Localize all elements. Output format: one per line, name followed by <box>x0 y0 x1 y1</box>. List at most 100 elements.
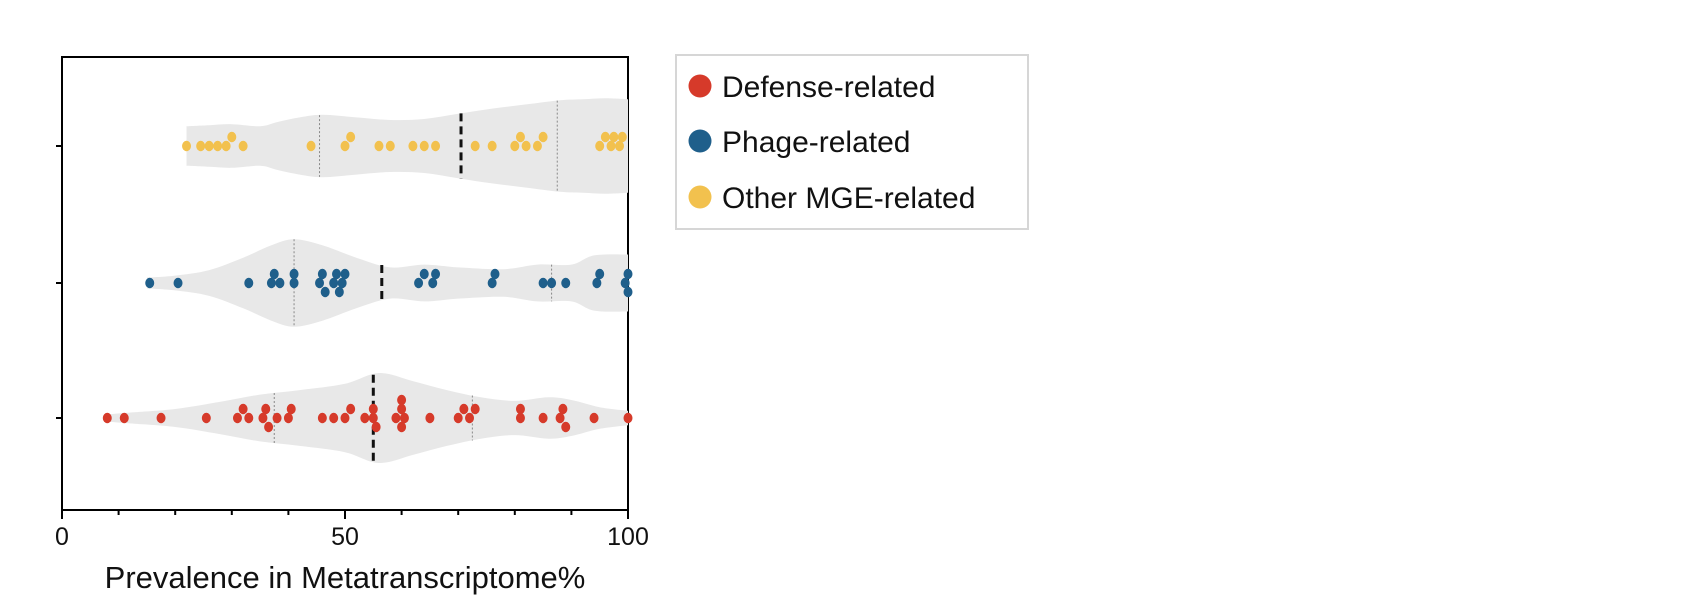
data-point <box>600 131 610 143</box>
data-point <box>470 403 480 415</box>
data-point <box>286 403 296 415</box>
legend-label: Other MGE-related <box>722 182 975 215</box>
data-point <box>414 277 424 289</box>
data-point <box>623 286 633 298</box>
data-point <box>289 277 299 289</box>
data-point <box>431 268 441 280</box>
data-point <box>368 412 378 424</box>
data-point <box>272 412 282 424</box>
data-point <box>623 268 633 280</box>
data-point <box>487 140 497 152</box>
data-point <box>538 277 548 289</box>
data-point <box>606 140 616 152</box>
data-point <box>346 403 356 415</box>
data-point <box>620 277 630 289</box>
data-point <box>419 140 429 152</box>
data-point <box>561 277 571 289</box>
data-point <box>425 412 435 424</box>
violin-0 <box>186 98 628 194</box>
legend-entries: Defense-related Phage-related Other MGE-re… <box>688 71 975 215</box>
data-point <box>204 140 214 152</box>
data-point <box>374 140 384 152</box>
data-point <box>470 140 480 152</box>
legend-marker <box>688 129 712 153</box>
data-point <box>397 421 407 433</box>
data-point <box>595 140 605 152</box>
data-point <box>617 131 627 143</box>
data-point <box>595 268 605 280</box>
data-point <box>538 412 548 424</box>
data-point <box>221 140 231 152</box>
data-point <box>264 421 274 433</box>
data-point <box>371 421 381 433</box>
legend-label: Defense-related <box>722 71 935 104</box>
data-point <box>317 268 327 280</box>
data-point <box>615 140 625 152</box>
data-point <box>397 394 407 406</box>
data-point <box>385 140 395 152</box>
data-point <box>459 403 469 415</box>
data-point <box>196 140 206 152</box>
data-point <box>561 421 571 433</box>
data-point <box>232 412 242 424</box>
x-tick-label: 100 <box>607 523 649 551</box>
x-axis-title: Prevalence in Metatranscriptome% <box>105 560 586 595</box>
legend-marker <box>688 185 712 209</box>
data-point <box>399 412 409 424</box>
data-point <box>592 277 602 289</box>
data-point <box>244 412 254 424</box>
data-point <box>332 268 342 280</box>
legend-marker <box>688 74 712 98</box>
data-point <box>119 412 129 424</box>
data-point <box>623 412 633 424</box>
legend-frame <box>675 54 1029 230</box>
data-point <box>547 277 557 289</box>
data-point <box>317 412 327 424</box>
data-point <box>510 140 520 152</box>
data-point <box>289 268 299 280</box>
data-point <box>515 131 525 143</box>
data-point <box>266 277 276 289</box>
data-point <box>238 403 248 415</box>
data-point <box>102 412 112 424</box>
data-point <box>555 412 565 424</box>
data-point <box>340 140 350 152</box>
data-point <box>337 277 347 289</box>
data-point <box>397 403 407 415</box>
data-point <box>315 277 325 289</box>
data-point <box>538 131 548 143</box>
data-point <box>589 412 599 424</box>
data-point <box>431 140 441 152</box>
data-point <box>227 131 237 143</box>
data-point <box>275 277 285 289</box>
data-point <box>391 412 401 424</box>
data-point <box>515 403 525 415</box>
violin-1 <box>146 239 628 327</box>
data-point <box>244 277 254 289</box>
data-point <box>283 412 293 424</box>
data-point <box>428 277 438 289</box>
data-point <box>487 277 497 289</box>
data-point <box>490 268 500 280</box>
axes-layer: 0 50 100 <box>55 145 649 551</box>
data-point <box>238 140 248 152</box>
data-point <box>258 412 268 424</box>
data-point <box>329 277 339 289</box>
data-point <box>145 277 155 289</box>
legend-label: Phage-related <box>722 126 910 159</box>
data-point <box>521 140 531 152</box>
data-point <box>173 277 183 289</box>
x-tick-label: 50 <box>331 523 359 551</box>
data-point <box>182 140 192 152</box>
data-point <box>156 412 166 424</box>
data-point <box>515 412 525 424</box>
data-point <box>360 412 370 424</box>
data-points-layer <box>102 131 633 433</box>
x-tick-label: 0 <box>55 523 69 551</box>
data-point <box>329 412 339 424</box>
data-point <box>213 140 223 152</box>
data-point <box>334 286 344 298</box>
data-point <box>532 140 542 152</box>
data-point <box>609 131 619 143</box>
